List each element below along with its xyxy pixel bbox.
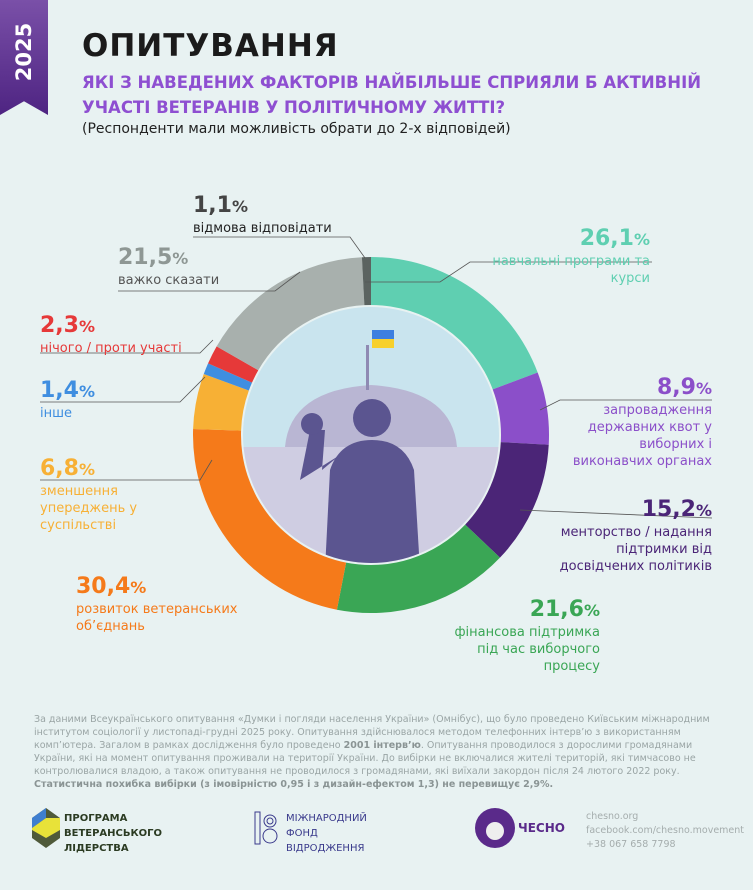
slice-value: 1,4% — [40, 378, 96, 403]
donut-slice — [492, 372, 549, 445]
slice-value: 21,5% — [118, 245, 189, 270]
contacts: chesno.org facebook.com/chesno.movement … — [586, 810, 744, 852]
slice-label-text: розвиток ветеранських об’єднань — [76, 602, 238, 634]
donut-slice — [336, 524, 500, 613]
chesno-logo — [475, 808, 515, 848]
slice-value: 2,3% — [40, 313, 96, 338]
donut-slice — [216, 257, 365, 371]
slice-label-text: нічого / проти участі — [40, 341, 182, 356]
irf-logo-text: МІЖНАРОДНИЙ ФОНД ВІДРОДЖЕННЯ — [286, 813, 367, 854]
leader-line — [193, 236, 366, 259]
slice-label: 21,5% важко сказати — [118, 245, 258, 289]
donut-slice — [465, 442, 549, 558]
donut-slice — [208, 346, 259, 383]
slice-label: 15,2% менторство / надання підтримки від … — [530, 497, 712, 575]
pvl-logo-text: ПРОГРАМА ВЕТЕРАНСЬКОГО ЛІДЕРСТВА — [64, 813, 163, 854]
methodology-note: За даними Всеукраїнського опитування «Ду… — [34, 714, 710, 790]
slice-value: 8,9% — [656, 375, 712, 400]
slice-value: 1,1% — [193, 193, 249, 218]
leader-line — [40, 459, 213, 481]
slice-label-text: зменшення упереджень у суспільстві — [40, 484, 138, 533]
phone: +38 067 658 7798 — [586, 839, 676, 850]
donut-slice — [203, 363, 253, 391]
donut-slice — [361, 257, 371, 306]
slice-label: 2,3% нічого / проти участі — [40, 313, 210, 357]
slice-label-text: фінансова підтримка під час виборчого пр… — [454, 625, 600, 674]
slice-label: 21,6% фінансова підтримка під час виборчо… — [430, 597, 600, 675]
slice-label: 26,1% навчальні програми та курси — [470, 226, 650, 287]
slice-label-text: відмова відповідати — [193, 221, 332, 236]
facebook-link[interactable]: facebook.com/chesno.movement — [586, 825, 745, 836]
page-title: ОПИТУВАННЯ — [82, 28, 339, 64]
slice-value: 30,4% — [76, 574, 147, 599]
slice-label-text: навчальні програми та курси — [492, 254, 650, 286]
donut-slice — [371, 257, 538, 390]
slice-label-text: інше — [40, 406, 73, 421]
slice-label: 8,9% запровадження державних квот у вибор… — [560, 375, 712, 470]
leader-line — [519, 509, 713, 519]
donut-slice — [193, 374, 249, 431]
leader-line — [118, 271, 301, 292]
note: (Респонденти мали можливість обрати до 2… — [82, 121, 511, 137]
year-ribbon: 2025 — [0, 0, 48, 115]
pvl-logo — [32, 808, 60, 848]
slice-value: 6,8% — [40, 456, 96, 481]
slice-label: 1,4% інше — [40, 378, 200, 422]
donut-chart — [40, 236, 713, 613]
chesno-logo-text: ЧЕСНО — [518, 821, 565, 835]
slice-label: 6,8% зменшення упереджень у суспільстві — [40, 456, 200, 534]
slice-label-text: важко сказати — [118, 273, 220, 288]
slice-value: 15,2% — [641, 497, 712, 522]
slice-label: 1,1% відмова відповідати — [193, 193, 373, 237]
slice-label-text: менторство / надання підтримки від досві… — [559, 525, 712, 574]
leader-line — [40, 376, 206, 403]
slice-value: 26,1% — [579, 226, 650, 251]
leader-line — [40, 339, 214, 354]
website-link[interactable]: chesno.org — [586, 811, 639, 822]
question: ЯКІ З НАВЕДЕНИХ ФАКТОРІВ НАЙБІЛЬШЕ СПРИЯ… — [82, 73, 702, 117]
slice-label: 30,4% розвиток ветеранських об’єднань — [76, 574, 246, 635]
leader-line — [539, 399, 712, 411]
leader-line — [365, 261, 652, 283]
donut-slice — [193, 429, 347, 610]
irf-logo — [254, 811, 278, 849]
slice-value: 21,6% — [529, 597, 600, 622]
slice-label-text: запровадження державних квот у виборних … — [572, 403, 712, 469]
